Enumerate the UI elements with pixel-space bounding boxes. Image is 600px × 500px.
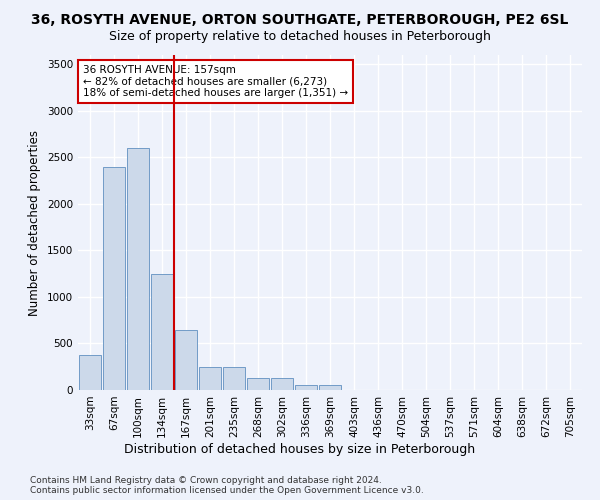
Text: Contains HM Land Registry data © Crown copyright and database right 2024.
Contai: Contains HM Land Registry data © Crown c…: [30, 476, 424, 495]
Bar: [295, 386, 317, 390]
Text: 36, ROSYTH AVENUE, ORTON SOUTHGATE, PETERBOROUGH, PE2 6SL: 36, ROSYTH AVENUE, ORTON SOUTHGATE, PETE…: [31, 12, 569, 26]
Text: Size of property relative to detached houses in Peterborough: Size of property relative to detached ho…: [109, 30, 491, 43]
Bar: [319, 386, 341, 390]
Bar: [151, 274, 173, 390]
Bar: [223, 367, 245, 390]
Bar: [175, 330, 197, 390]
Text: 36 ROSYTH AVENUE: 157sqm
← 82% of detached houses are smaller (6,273)
18% of sem: 36 ROSYTH AVENUE: 157sqm ← 82% of detach…: [83, 65, 348, 98]
Bar: [271, 378, 293, 390]
Text: Distribution of detached houses by size in Peterborough: Distribution of detached houses by size …: [124, 442, 476, 456]
Y-axis label: Number of detached properties: Number of detached properties: [28, 130, 41, 316]
Bar: [199, 367, 221, 390]
Bar: [79, 354, 101, 390]
Bar: [103, 166, 125, 390]
Bar: [247, 378, 269, 390]
Bar: [127, 148, 149, 390]
